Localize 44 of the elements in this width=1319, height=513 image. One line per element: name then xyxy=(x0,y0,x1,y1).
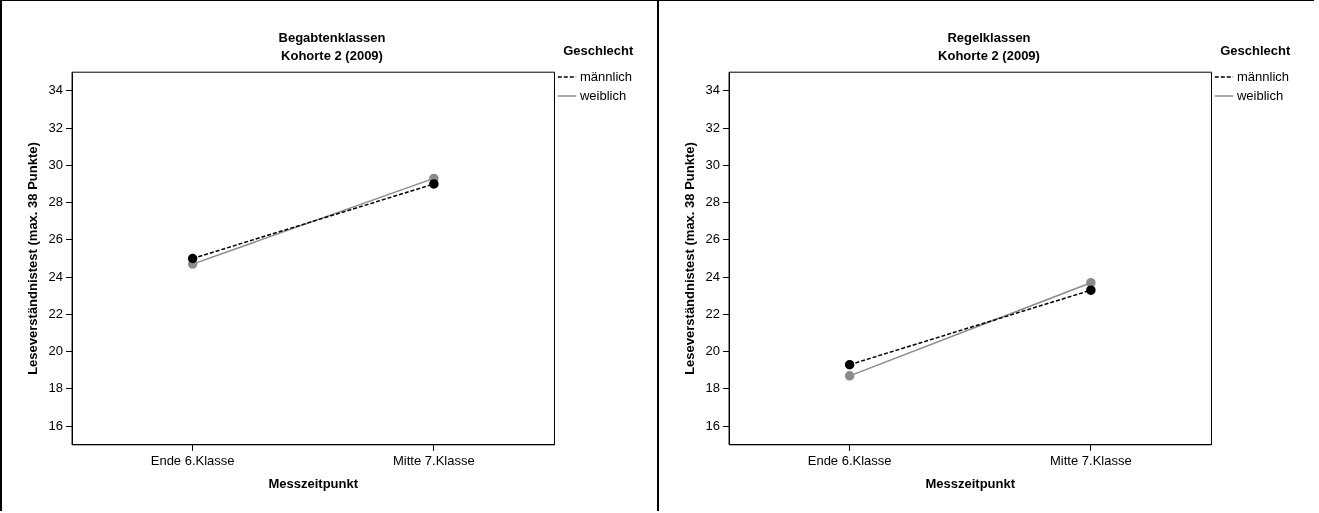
point xyxy=(429,179,439,189)
legend-title: Geschlecht xyxy=(563,43,634,59)
y-tick-label: 34 xyxy=(705,82,721,98)
y-tick-label: 16 xyxy=(48,417,64,433)
point xyxy=(1086,277,1096,288)
y-tick-label: 18 xyxy=(705,380,721,396)
x-tick-label: Mitte 7.Klasse xyxy=(1050,453,1132,469)
y-tick-label: 30 xyxy=(48,156,64,172)
chart-title: Regelklassen xyxy=(947,30,1031,46)
chart-subtitle: Kohorte 2 (2009) xyxy=(281,47,383,63)
x-tick-label: Ende 6.Klasse xyxy=(807,453,892,469)
y-tick-label: 22 xyxy=(705,305,721,321)
chart-subtitle: Kohorte 2 (2009) xyxy=(938,47,1040,63)
x-axis-title: Messzeitpunkt xyxy=(925,475,1016,491)
y-tick-label: 18 xyxy=(48,380,64,396)
x-tick-label: Mitte 7.Klasse xyxy=(393,453,475,469)
legend-label: weiblich xyxy=(578,87,627,103)
y-axis-title: Leseverständnistest (max. 38 Punkte) xyxy=(25,142,41,375)
point xyxy=(1086,285,1096,295)
legend-label: männlich xyxy=(1236,68,1290,84)
point xyxy=(187,253,198,264)
y-tick-label: 20 xyxy=(48,343,64,359)
legend-label: männlich xyxy=(579,68,633,84)
y-tick-label: 32 xyxy=(705,119,721,135)
y-tick-label: 24 xyxy=(48,268,64,284)
y-tick-label: 30 xyxy=(705,156,721,172)
y-tick-label: 16 xyxy=(705,417,721,433)
point xyxy=(844,359,855,370)
chart-title: Begabtenklassen xyxy=(278,30,386,46)
y-axis-title: Leseverständnistest (max. 38 Punkte) xyxy=(682,142,698,375)
y-tick-label: 26 xyxy=(48,231,64,247)
y-tick-label: 32 xyxy=(48,119,64,135)
y-tick-label: 22 xyxy=(48,305,64,321)
x-tick-label: Ende 6.Klasse xyxy=(150,453,235,469)
y-tick-label: 28 xyxy=(705,194,721,210)
legend-title: Geschlecht xyxy=(1220,43,1291,59)
y-tick-label: 26 xyxy=(705,231,721,247)
point xyxy=(844,371,855,381)
y-tick-label: 28 xyxy=(48,194,64,210)
legend-label: weiblich xyxy=(1235,87,1284,103)
y-tick-label: 24 xyxy=(705,268,721,284)
x-axis-title: Messzeitpunkt xyxy=(268,475,359,491)
y-tick-label: 34 xyxy=(48,82,64,98)
y-tick-label: 20 xyxy=(705,343,721,359)
